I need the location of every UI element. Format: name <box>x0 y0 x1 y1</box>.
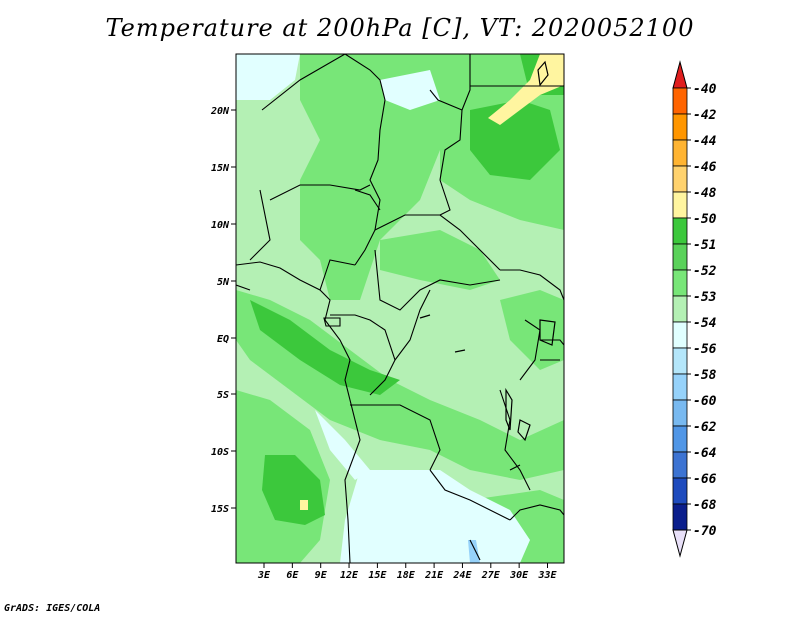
colorbar-swatch <box>672 87 688 115</box>
lat-label: 10N <box>211 220 230 231</box>
color-legend: -40 -42 -44 -46 -48 -50 -51 -52 -53 -54 -56 -58 -60 -… <box>672 60 717 558</box>
colorbar-swatch <box>672 425 688 453</box>
colorbar-bottom-arrow <box>672 529 688 558</box>
lon-label: 6E <box>286 570 299 581</box>
colorbar-label: -42 <box>693 108 717 123</box>
colorbar-swatch <box>672 399 688 427</box>
colorbar-label: -53 <box>693 290 717 305</box>
lake-outlines <box>419 60 556 471</box>
colorbar-label: -68 <box>693 498 717 513</box>
colorbar-label: -54 <box>693 316 717 331</box>
colorbar-swatch <box>672 217 688 245</box>
lon-label: 24E <box>452 570 472 581</box>
colorbar-swatch <box>672 191 688 219</box>
chart-title: Temperature at 200hPa [C], VT: 202005210… <box>105 14 695 42</box>
lat-label: EQ <box>217 334 229 345</box>
lat-label: 15N <box>211 163 230 174</box>
temperature-shading <box>236 54 564 563</box>
map-frame <box>235 53 565 564</box>
colorbar-label: -40 <box>693 82 717 97</box>
credit-label: GrADS: IGES/COLA <box>4 603 101 614</box>
lat-label: 10S <box>211 447 229 458</box>
lon-label: 12E <box>340 570 359 581</box>
colorbar-label: -51 <box>693 238 716 253</box>
country-borders <box>236 54 564 563</box>
lat-label: 20N <box>210 106 230 117</box>
colorbar-swatch <box>672 451 688 479</box>
lon-label: 30E <box>509 570 529 581</box>
colorbar-label: -48 <box>693 186 717 201</box>
colorbar-label: -56 <box>693 342 717 357</box>
colorbar-swatch <box>672 477 688 505</box>
colorbar-label: -52 <box>693 264 717 279</box>
colorbar-label: -44 <box>693 134 717 149</box>
colorbar-label: -50 <box>693 212 717 227</box>
lon-label: 9E <box>315 570 328 581</box>
colorbar-swatch <box>672 347 688 375</box>
colorbar-label: -60 <box>693 394 717 409</box>
lat-label: 15S <box>211 504 229 515</box>
colorbar-swatch <box>672 373 688 401</box>
map-axes: 20N 15N 10N 5N EQ 5S 10S 15S 3E 6E 9E 12E 15E 18E 21E 2… <box>210 106 558 581</box>
colorbar-swatch <box>672 269 688 297</box>
colorbar-swatch <box>672 113 688 141</box>
lat-label: 5S <box>217 390 229 401</box>
colorbar-swatch <box>672 295 688 323</box>
colorbar-label: -58 <box>693 368 717 383</box>
colorbar-swatch <box>672 139 688 167</box>
colorbar-label: -62 <box>693 420 717 435</box>
lon-label: 21E <box>424 570 444 581</box>
colorbar-swatch <box>672 165 688 193</box>
lon-label: 33E <box>537 570 557 581</box>
lon-label: 15E <box>368 570 387 581</box>
colorbar-swatch <box>672 503 688 531</box>
colorbar-top-arrow <box>672 60 688 89</box>
lon-label: 18E <box>397 570 416 581</box>
lon-label: 3E <box>257 570 271 581</box>
colorbar-label: -66 <box>693 472 717 487</box>
colorbar-swatch <box>672 243 688 271</box>
colorbar-label: -70 <box>693 524 717 539</box>
colorbar-label: -64 <box>693 446 717 461</box>
colorbar-swatch <box>672 321 688 349</box>
lon-label: 27E <box>481 570 501 581</box>
colorbar-label: -46 <box>693 160 717 175</box>
lat-label: 5N <box>217 277 230 288</box>
